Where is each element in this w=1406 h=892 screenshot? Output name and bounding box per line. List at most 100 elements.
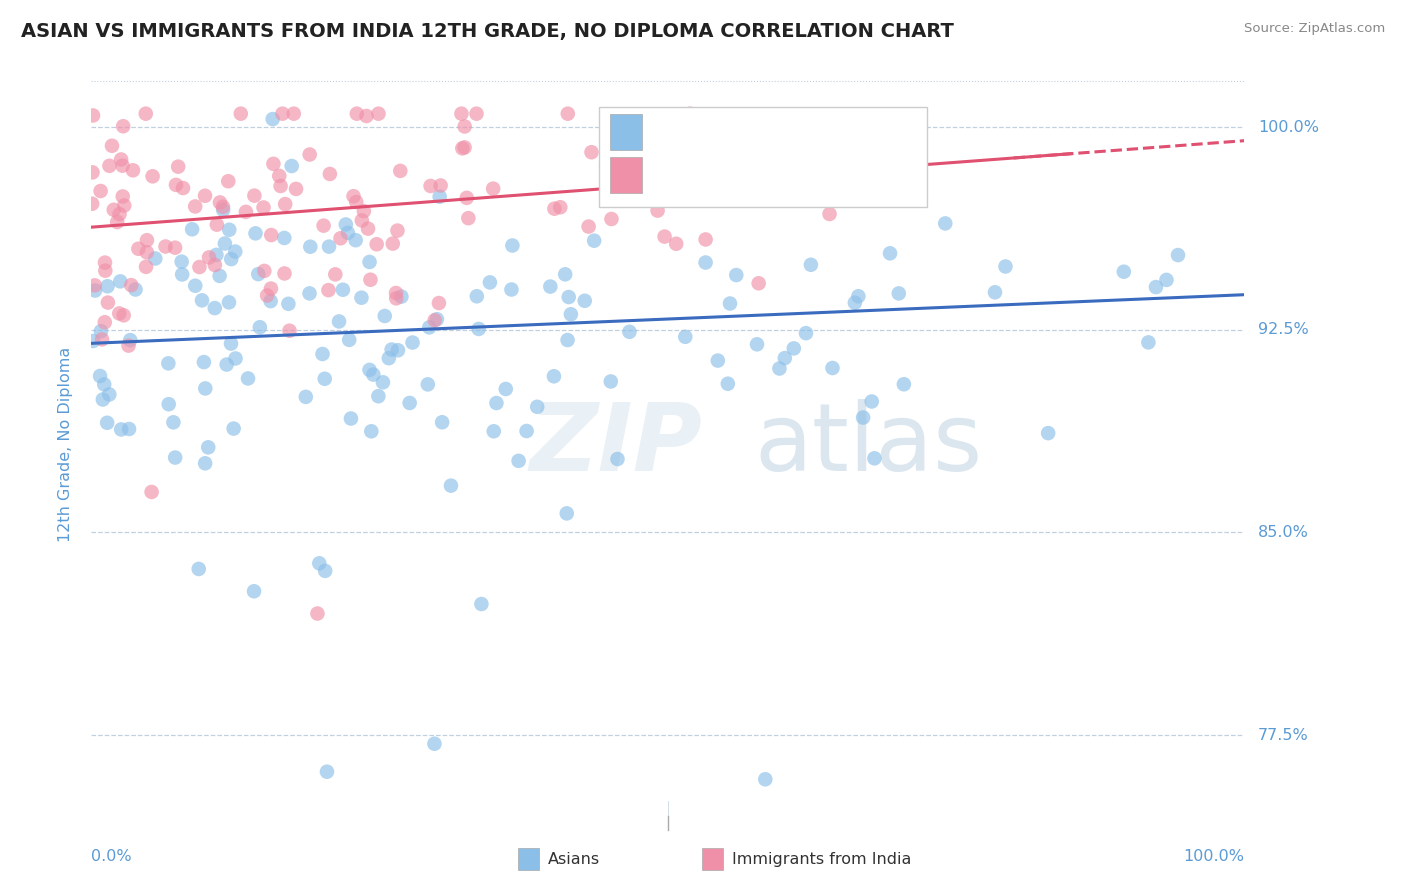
Point [1112, 265, 1135, 279]
Point [342, 189, 364, 203]
Point [385, 291, 408, 305]
Point [389, 290, 412, 304]
Point [108, 207, 131, 221]
Point [707, 353, 730, 368]
Point [1137, 335, 1160, 350]
Point [314, 564, 336, 578]
Text: atlas: atlas [754, 399, 983, 491]
Point [748, 277, 770, 291]
Point [208, 268, 231, 283]
Point [118, 422, 141, 436]
Point [1144, 280, 1167, 294]
Point [143, 252, 166, 266]
Point [117, 338, 139, 352]
Point [93, 377, 115, 392]
Point [249, 320, 271, 334]
Point [695, 255, 717, 269]
Point [863, 451, 886, 466]
Point [285, 182, 308, 196]
Point [363, 368, 385, 382]
Point [800, 258, 823, 272]
Point [198, 251, 221, 265]
Point [794, 326, 817, 340]
Point [860, 394, 883, 409]
Point [429, 178, 451, 193]
Point [136, 233, 159, 247]
Point [312, 219, 335, 233]
Point [359, 255, 381, 269]
Point [225, 351, 247, 366]
Point [191, 293, 214, 308]
Point [184, 278, 207, 293]
Point [89, 369, 111, 384]
Point [890, 145, 912, 159]
Text: 100.0%: 100.0% [1258, 120, 1319, 135]
Point [96, 416, 118, 430]
Point [673, 330, 696, 344]
Point [141, 485, 163, 500]
Point [893, 377, 915, 392]
Point [112, 198, 135, 212]
Point [236, 371, 259, 385]
Point [714, 161, 737, 175]
Point [457, 211, 479, 226]
Point [356, 109, 378, 123]
Point [381, 236, 404, 251]
Point [344, 233, 367, 247]
Point [155, 239, 177, 253]
Point [366, 237, 388, 252]
Point [387, 224, 409, 238]
FancyBboxPatch shape [703, 848, 723, 871]
Point [316, 764, 339, 779]
Point [243, 584, 266, 599]
Text: Source: ZipAtlas.com: Source: ZipAtlas.com [1244, 22, 1385, 36]
Point [416, 377, 439, 392]
Point [271, 106, 294, 120]
Point [801, 128, 824, 143]
Point [181, 222, 204, 236]
Point [619, 325, 641, 339]
Point [323, 268, 346, 282]
Point [172, 268, 194, 282]
Point [581, 145, 603, 160]
Point [423, 313, 446, 327]
Point [165, 450, 187, 465]
Point [419, 178, 441, 193]
Point [821, 361, 844, 376]
Point [204, 301, 226, 315]
Point [83, 278, 105, 293]
Point [157, 397, 180, 411]
Point [768, 361, 790, 376]
Text: ASIAN VS IMMIGRANTS FROM INDIA 12TH GRADE, NO DIPLOMA CORRELATION CHART: ASIAN VS IMMIGRANTS FROM INDIA 12TH GRAD… [21, 22, 953, 41]
Point [90, 324, 112, 338]
Point [111, 189, 134, 203]
Point [495, 382, 517, 396]
Point [127, 242, 149, 256]
Point [994, 260, 1017, 274]
Point [122, 163, 145, 178]
Point [299, 240, 322, 254]
Point [600, 212, 623, 227]
Point [295, 390, 318, 404]
FancyBboxPatch shape [517, 848, 538, 871]
Point [245, 227, 267, 241]
Point [879, 246, 901, 260]
Point [335, 218, 357, 232]
Point [94, 255, 117, 269]
Point [482, 181, 505, 195]
Point [135, 245, 157, 260]
Point [526, 400, 548, 414]
Point [745, 337, 768, 351]
Point [91, 392, 114, 407]
FancyBboxPatch shape [599, 106, 927, 207]
Point [187, 562, 209, 576]
Point [120, 333, 142, 347]
Point [124, 283, 146, 297]
Text: 0.0%: 0.0% [91, 848, 132, 863]
Point [665, 174, 688, 188]
Point [319, 167, 342, 181]
Point [235, 205, 257, 219]
Point [655, 130, 678, 145]
Point [212, 202, 235, 217]
Point [247, 267, 270, 281]
